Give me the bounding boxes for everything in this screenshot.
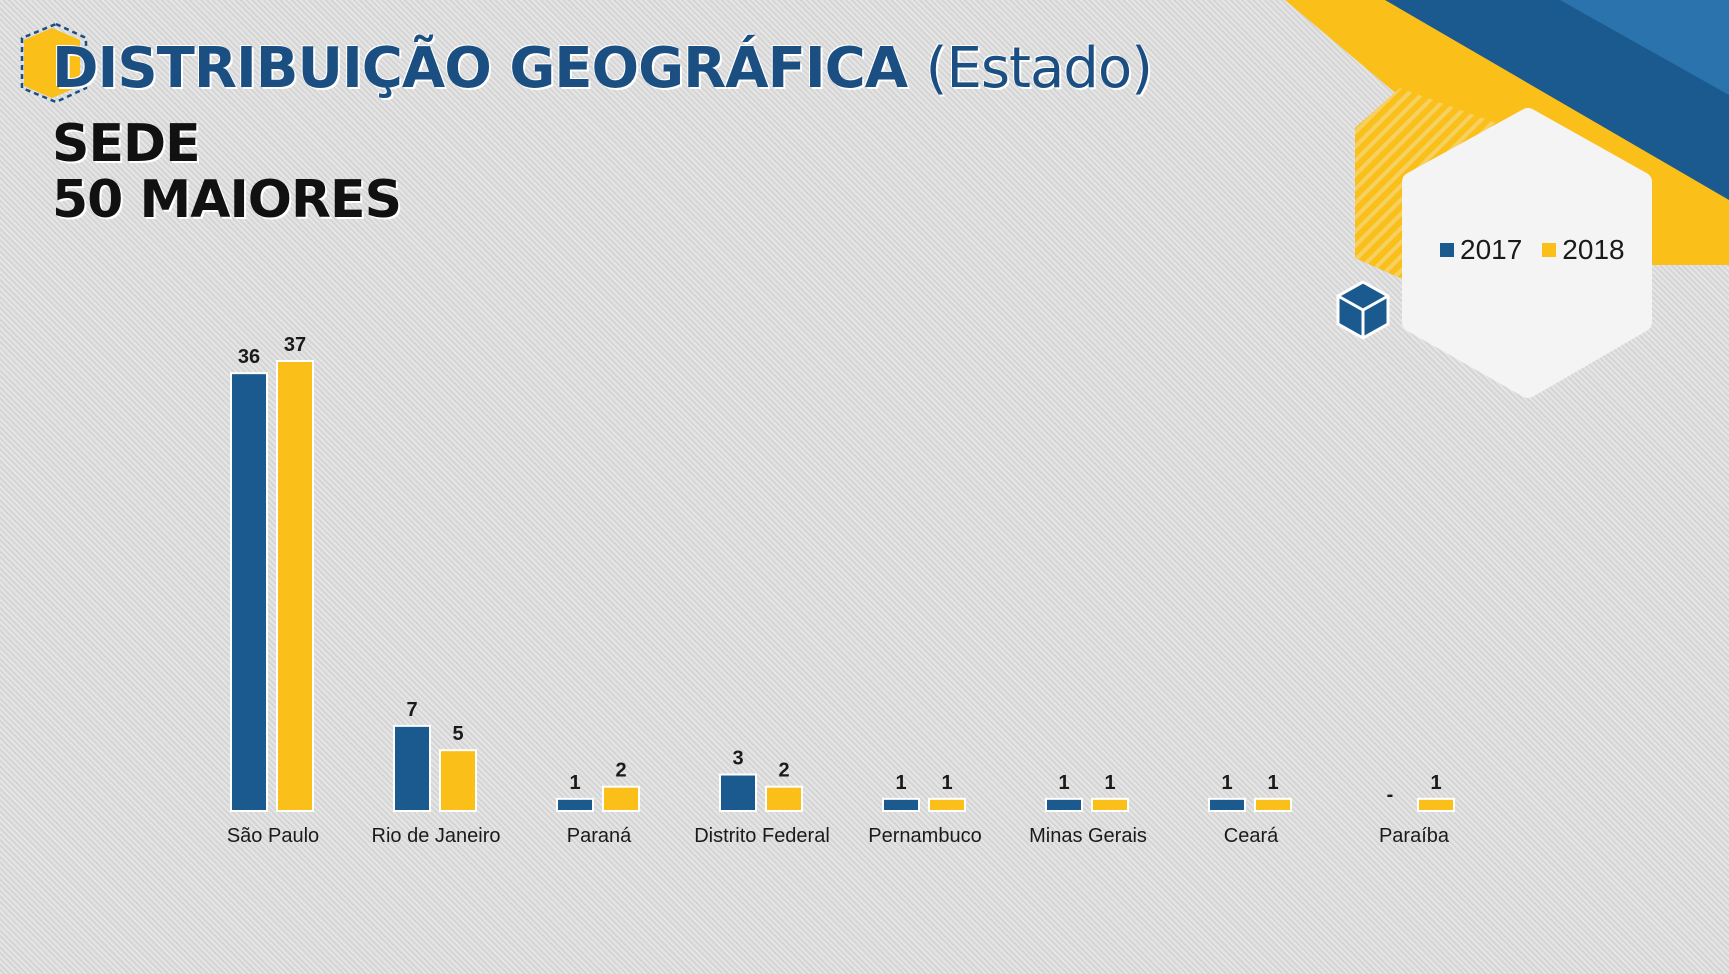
data-label-pernambuco-2017: 1 xyxy=(895,772,906,794)
data-label-ceara-2018: 1 xyxy=(1267,772,1278,794)
data-label-sao-paulo-2017: 36 xyxy=(238,346,260,368)
data-label-minas-gerais-2017: 1 xyxy=(1058,772,1069,794)
cube-icon xyxy=(1336,280,1390,340)
category-label-minas-gerais: Minas Gerais xyxy=(1029,825,1147,847)
category-label-parana: Paraná xyxy=(567,825,632,847)
bar-paraiba-2018 xyxy=(1417,797,1455,812)
title-suffix: (Estado) xyxy=(925,36,1153,101)
category-label-sao-paulo: São Paulo xyxy=(227,825,319,847)
category-label-rio-de-janeiro: Rio de Janeiro xyxy=(372,825,501,847)
legend-label-2018: 2018 xyxy=(1562,234,1625,265)
data-label-rio-de-janeiro-2018: 5 xyxy=(452,723,463,745)
white-hexagon xyxy=(1402,108,1652,398)
title-main: DISTRIBUIÇÃO GEOGRÁFICA xyxy=(52,36,908,101)
subtitle-line2: 50 MAIORES xyxy=(52,170,402,230)
bar-pernambuco-2018 xyxy=(928,797,966,812)
bar-ceara-2017 xyxy=(1208,797,1246,812)
bar-ceara-2018 xyxy=(1254,797,1292,812)
bar-distrito-federal-2018 xyxy=(765,785,803,812)
hexagon-outline-icon xyxy=(20,22,88,104)
bar-pernambuco-2017 xyxy=(882,797,920,812)
data-label-parana-2018: 2 xyxy=(615,760,626,782)
data-label-distrito-federal-2018: 2 xyxy=(778,760,789,782)
bar-sao-paulo-2018 xyxy=(276,360,314,812)
data-label-minas-gerais-2018: 1 xyxy=(1104,772,1115,794)
blue-stripe-light xyxy=(1560,0,1729,95)
bar-parana-2017 xyxy=(556,797,594,812)
bar-distrito-federal-2017 xyxy=(719,773,757,812)
data-label-pernambuco-2018: 1 xyxy=(941,772,952,794)
legend-swatch-2018 xyxy=(1542,243,1557,257)
subtitle-line1: SEDE xyxy=(52,114,201,174)
category-label-ceara: Ceará xyxy=(1224,825,1279,847)
data-label-rio-de-janeiro-2017: 7 xyxy=(406,699,417,721)
data-label-paraiba-2017: - xyxy=(1387,784,1394,806)
legend-swatch-2017 xyxy=(1440,243,1454,257)
bar-minas-gerais-2017 xyxy=(1045,797,1083,812)
category-label-pernambuco: Pernambuco xyxy=(868,825,981,847)
bar-minas-gerais-2018 xyxy=(1091,797,1129,812)
data-label-sao-paulo-2018: 37 xyxy=(284,334,306,356)
legend-entry-2018: 2018 xyxy=(1542,234,1625,266)
page-title: DISTRIBUIÇÃO GEOGRÁFICA (Estado) xyxy=(52,36,1153,101)
legend-label-2017: 2017 xyxy=(1460,234,1523,265)
legend-entry-2017: 2017 xyxy=(1440,234,1522,266)
bar-sao-paulo-2017 xyxy=(230,372,268,812)
data-label-ceara-2017: 1 xyxy=(1221,772,1232,794)
blue-stripe xyxy=(1385,0,1729,200)
category-label-paraiba: Paraíba xyxy=(1379,825,1450,847)
data-label-paraiba-2018: 1 xyxy=(1430,772,1441,794)
category-label-distrito-federal: Distrito Federal xyxy=(694,825,830,847)
data-label-parana-2017: 1 xyxy=(569,772,580,794)
bar-rio-de-janeiro-2017 xyxy=(393,724,431,812)
bar-parana-2018 xyxy=(602,785,640,812)
bar-rio-de-janeiro-2018 xyxy=(439,749,477,813)
data-label-distrito-federal-2017: 3 xyxy=(732,748,743,770)
chart-legend: 2017 2018 xyxy=(1440,234,1637,266)
